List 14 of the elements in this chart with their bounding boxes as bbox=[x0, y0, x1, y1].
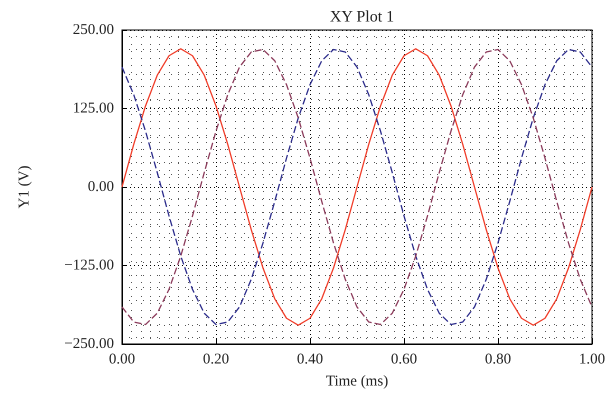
y-tick-label: −125.00 bbox=[64, 258, 114, 274]
x-tick-label: 0.80 bbox=[484, 352, 512, 368]
x-tick-label: 0.20 bbox=[202, 352, 230, 368]
y-tick-label: 0.00 bbox=[88, 179, 114, 195]
chart-title: XY Plot 1 bbox=[330, 8, 394, 26]
y-tick-label: 250.00 bbox=[72, 22, 114, 38]
x-tick-label: 0.60 bbox=[390, 352, 418, 368]
y-tick-label: −250.00 bbox=[64, 336, 114, 352]
y-axis-title: Y1 (V) bbox=[16, 166, 32, 208]
x-axis-title: Time (ms) bbox=[326, 374, 388, 390]
x-tick-label: 0.00 bbox=[108, 352, 136, 368]
x-tick-label: 1.00 bbox=[578, 352, 606, 368]
y-tick-label: 125.00 bbox=[72, 100, 114, 116]
x-tick-label: 0.40 bbox=[296, 352, 324, 368]
